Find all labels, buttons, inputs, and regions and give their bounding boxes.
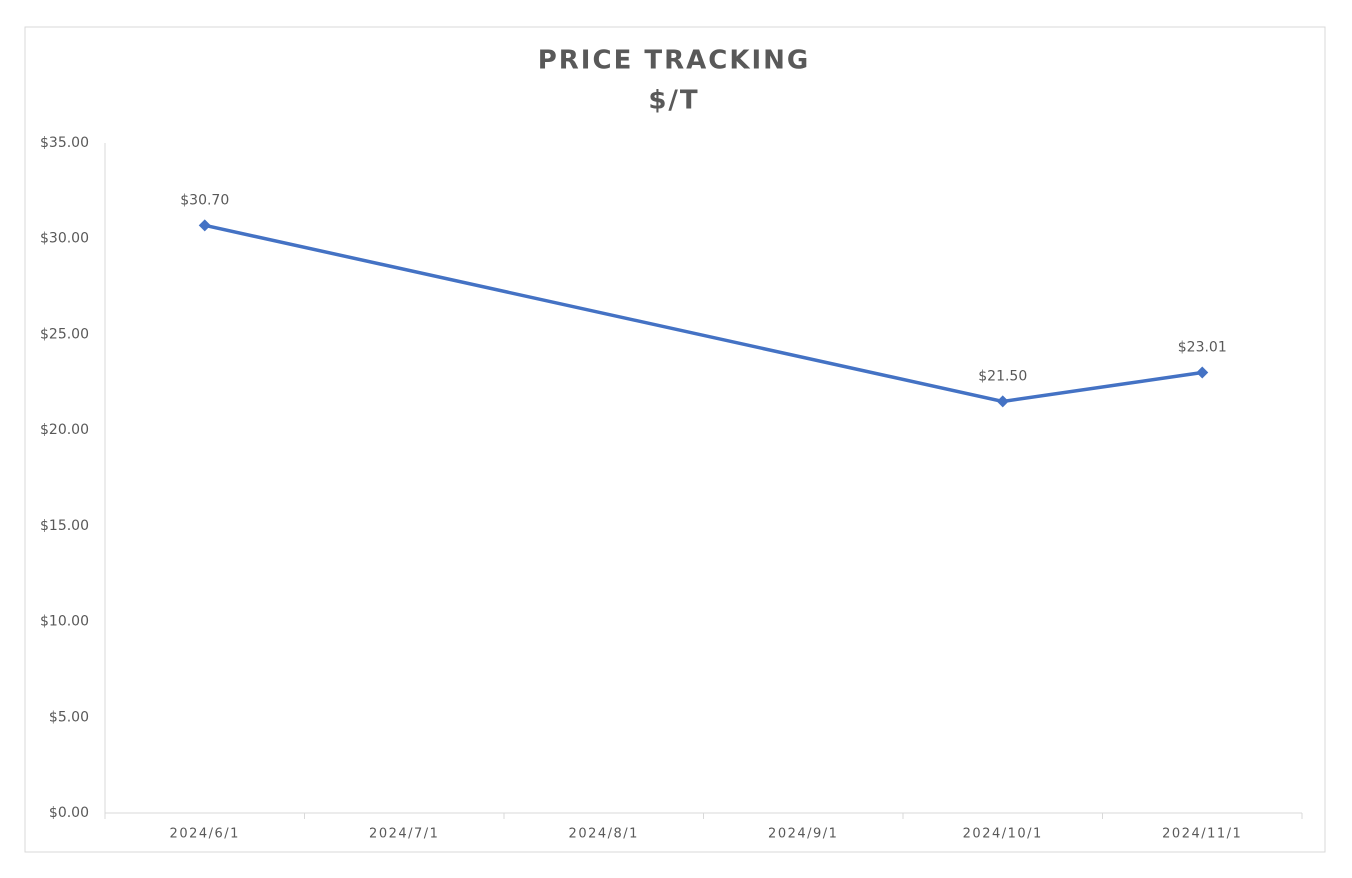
chart-subtitle: $/T: [648, 86, 699, 116]
y-tick-label: $0.00: [49, 805, 89, 821]
marker: [996, 395, 1009, 408]
x-tick-label: 2024/6/1: [170, 827, 240, 842]
value-label: $23.01: [1178, 340, 1227, 356]
y-tick-label: $25.00: [40, 326, 89, 342]
value-label: $21.50: [978, 368, 1027, 384]
x-tick-label: 2024/11/1: [1162, 827, 1242, 842]
marker: [1196, 366, 1209, 379]
value-label: $30.70: [180, 192, 229, 208]
marker: [198, 219, 211, 232]
x-tick-label: 2024/9/1: [768, 827, 838, 842]
y-tick-label: $20.00: [40, 422, 89, 438]
x-tick-label: 2024/10/1: [963, 827, 1043, 842]
chart-title: PRICE TRACKING: [538, 46, 811, 76]
chart-area: [24, 26, 1326, 853]
y-tick-label: $15.00: [40, 518, 89, 534]
x-tick-label: 2024/8/1: [569, 827, 639, 842]
y-tick-label: $10.00: [40, 614, 89, 630]
x-tick-label: 2024/7/1: [369, 827, 439, 842]
y-tick-label: $35.00: [40, 135, 89, 151]
y-tick-label: $30.00: [40, 231, 89, 247]
y-tick-label: $5.00: [49, 709, 89, 725]
